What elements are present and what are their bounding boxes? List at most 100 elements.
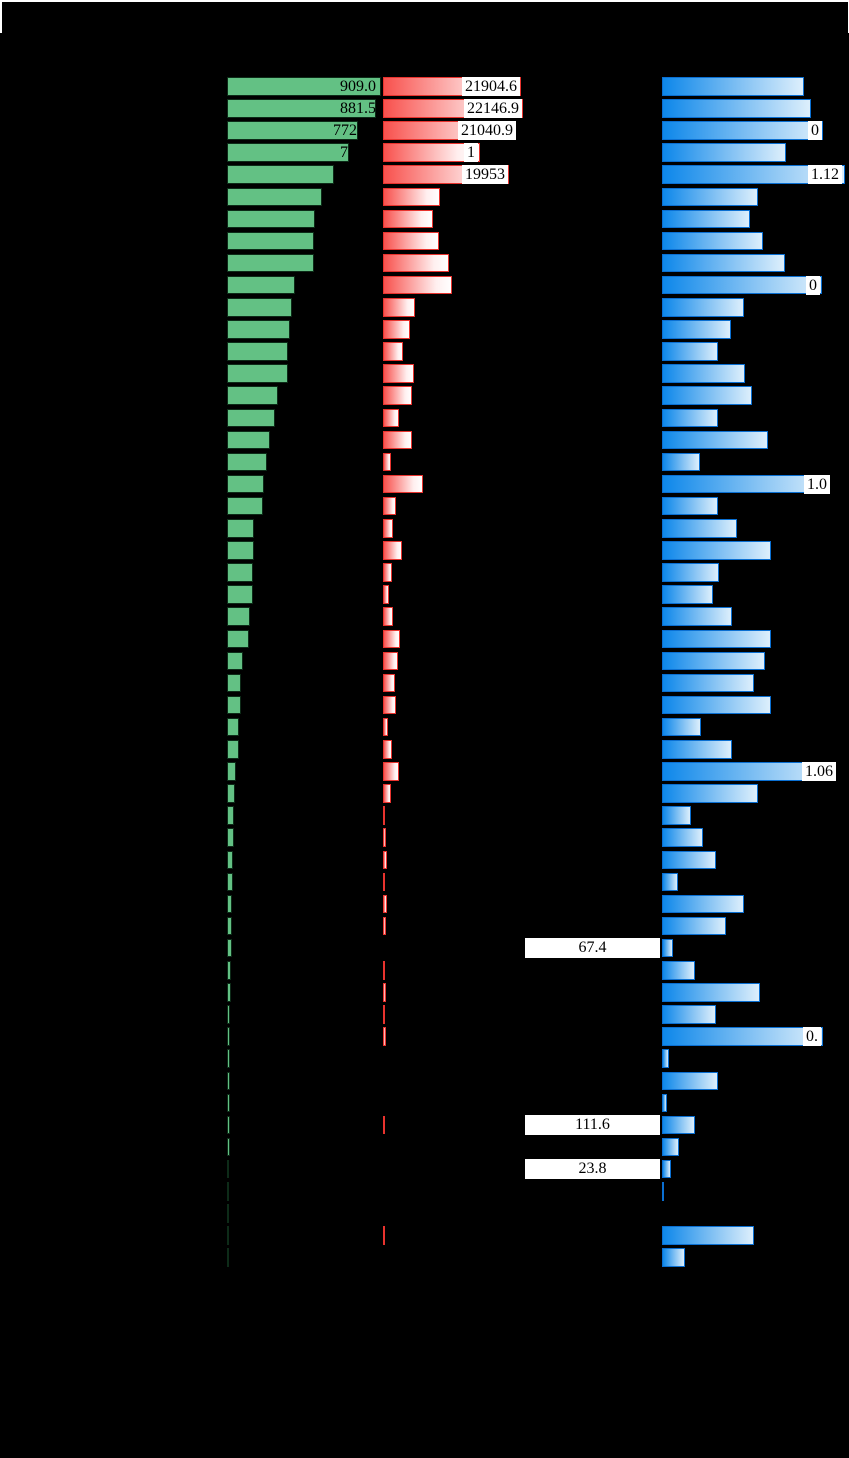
green-bar: [227, 364, 288, 383]
red-bar: [383, 806, 386, 825]
red-bar-value-label: 1: [464, 143, 478, 163]
red-bar: [383, 452, 392, 472]
blue-bar: [662, 275, 823, 295]
blue-bar: [662, 629, 772, 649]
red-bar-value-label: 21904.6: [462, 76, 520, 96]
blue-bar: [662, 1049, 670, 1068]
blue-bar: [662, 1115, 695, 1135]
blue-bar: [662, 430, 769, 450]
blue-bar: [662, 541, 772, 560]
green-bar: [227, 99, 377, 118]
blue-bar: [662, 983, 761, 1002]
green-bar: [227, 541, 255, 560]
blue-bar: [662, 187, 759, 207]
blue-bar: [662, 121, 823, 140]
green-bar: [227, 430, 271, 450]
green-bar: [227, 740, 240, 759]
red-bar: [383, 298, 416, 317]
green-bar: [227, 1005, 231, 1024]
red-bar: [383, 784, 392, 803]
red-bar: [383, 651, 398, 671]
red-bar: [383, 961, 385, 980]
red-bar: [383, 430, 412, 450]
red-bar: [383, 1027, 387, 1046]
red-bar: [383, 916, 386, 936]
red-bar: [383, 364, 415, 383]
green-bar: [227, 386, 278, 405]
green-bar: [227, 143, 349, 162]
red-bar: [383, 563, 392, 582]
red-bar-value-label: 19953: [462, 165, 508, 185]
red-bar: [383, 673, 395, 693]
blue-bar-value-label: 1.12: [808, 165, 842, 185]
blue-bar-value-label: 0: [808, 121, 822, 140]
blue-bar: [662, 99, 811, 118]
blue-bar: [662, 806, 692, 825]
green-bar-value-label: 881.5: [340, 99, 376, 117]
blue-bar: [662, 1159, 671, 1179]
blue-bar: [662, 1093, 668, 1113]
red-bar: [383, 143, 480, 162]
green-bar: [227, 695, 242, 715]
blue-bar: [662, 894, 744, 914]
blue-bar: [662, 673, 754, 693]
blue-bar: [662, 828, 703, 847]
green-bar: [227, 121, 358, 140]
green-bar: [227, 165, 335, 184]
blue-bar: [662, 850, 716, 870]
green-bar: [227, 717, 240, 737]
red-bar: [383, 762, 400, 781]
red-bar: [383, 585, 389, 604]
outside-value-label: 111.6: [525, 1114, 660, 1136]
green-bar: [227, 1248, 229, 1267]
blue-bar: [662, 209, 751, 229]
green-bar: [227, 1027, 231, 1046]
red-bar: [383, 342, 404, 361]
red-bar: [383, 408, 399, 428]
red-bar: [383, 607, 393, 626]
green-bar: [227, 894, 233, 914]
blue-bar: [662, 364, 746, 383]
red-bar: [383, 983, 386, 1002]
red-bar: [383, 209, 434, 229]
frame-top-line: [0, 0, 849, 2]
green-bar: [227, 607, 251, 626]
blue-bar: [662, 408, 718, 428]
red-bar: [383, 894, 387, 914]
red-bar: [383, 231, 439, 251]
green-bar: [227, 209, 315, 229]
green-bar: [227, 1182, 230, 1201]
green-bar: [227, 1137, 230, 1157]
green-bar: [227, 762, 236, 781]
green-bar: [227, 872, 233, 892]
blue-bar: [662, 253, 785, 273]
red-bar: [383, 1115, 385, 1135]
green-bar: [227, 938, 232, 958]
green-bar: [227, 77, 381, 96]
blue-bar: [662, 496, 718, 516]
green-bar: [227, 1093, 231, 1113]
green-bar: [227, 1226, 229, 1245]
green-bar: [227, 828, 234, 847]
green-bar: [227, 651, 244, 671]
blue-bar: [662, 1182, 664, 1201]
red-bar: [383, 253, 449, 273]
outside-value-label: 67.4: [525, 937, 660, 959]
outside-value-label: 23.8: [525, 1158, 660, 1180]
blue-bar: [662, 784, 759, 803]
frame-right-line: [847, 0, 849, 33]
green-bar: [227, 496, 264, 516]
green-bar: [227, 983, 231, 1002]
green-bar: [227, 916, 233, 936]
blue-bar: [662, 607, 733, 626]
red-bar-value-label: 21040.9: [458, 121, 516, 140]
blue-bar: [662, 740, 733, 759]
red-bar: [383, 1005, 385, 1024]
red-bar-value-label: 22146.9: [464, 98, 522, 118]
blue-bar-value-label: 1.0: [804, 474, 830, 494]
blue-bar: [662, 651, 765, 671]
blue-bar: [662, 1005, 716, 1024]
green-bar: [227, 585, 253, 604]
blue-bar: [662, 386, 752, 405]
